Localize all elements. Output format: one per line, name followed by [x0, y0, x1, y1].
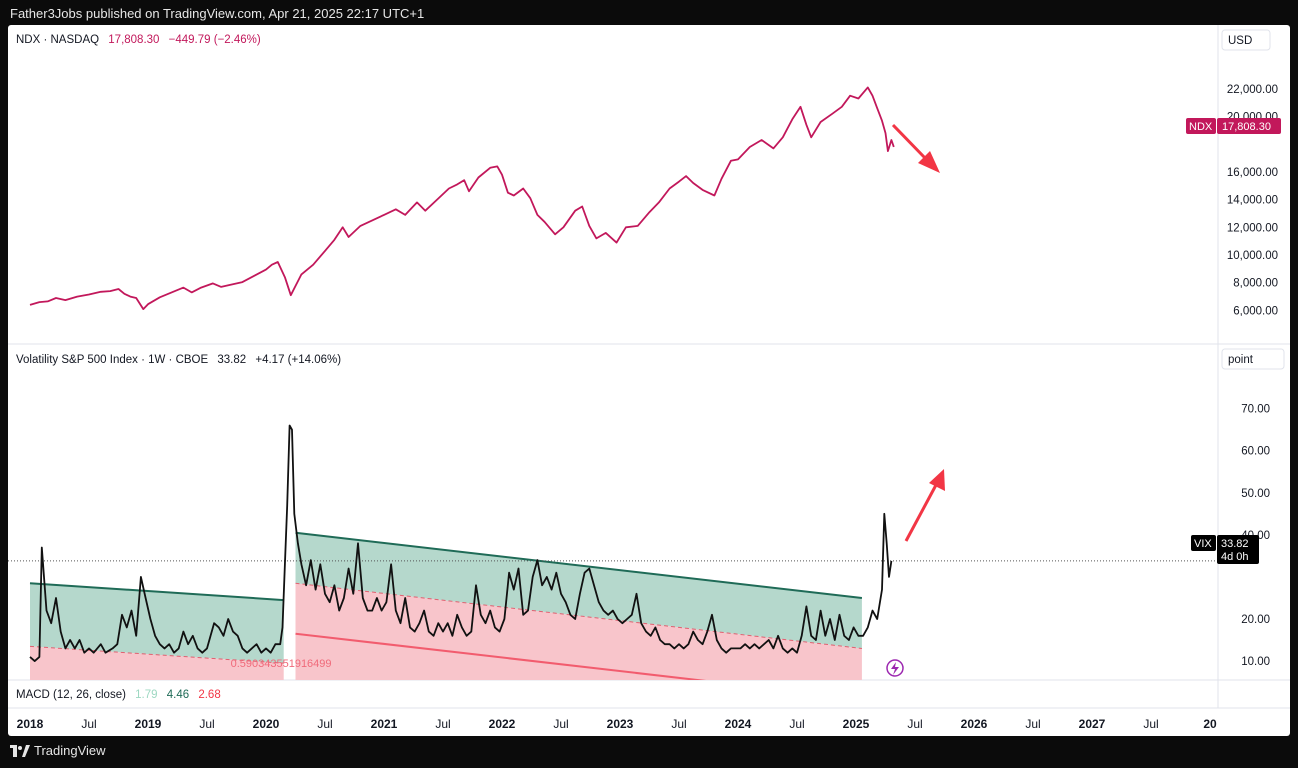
- ndx-last-price-tag: [1217, 118, 1281, 134]
- vix-legend[interactable]: Volatility S&P 500 Index · 1W · CBOE 33.…: [16, 354, 341, 366]
- macd-legend-title: MACD (12, 26, close): [16, 689, 126, 701]
- time-tick: Jul: [81, 717, 96, 731]
- macd-legend-v1: 1.79: [135, 689, 157, 701]
- channel-1-upper-fill: [295, 532, 862, 649]
- time-tick: 2025: [843, 717, 870, 731]
- ndx-y-tick: 10,000.00: [1227, 250, 1278, 262]
- time-tick: Jul: [317, 717, 332, 731]
- vix-channels: 0.590343551916499: [29, 531, 863, 699]
- time-tick: Jul: [789, 717, 804, 731]
- time-tick: Jul: [1143, 717, 1158, 731]
- chart-frame: NDX · NASDAQ 17,808.30 −449.79 (−2.46%) …: [8, 25, 1290, 736]
- vix-countdown: 4d 0h: [1221, 551, 1249, 563]
- channel-0-upper-fill: [30, 583, 284, 664]
- chart-svg[interactable]: NDX · NASDAQ 17,808.30 −449.79 (−2.46%) …: [8, 25, 1290, 736]
- time-tick: 2024: [725, 717, 752, 731]
- time-tick: Jul: [1025, 717, 1040, 731]
- ndx-y-tick: 6,000.00: [1233, 305, 1278, 317]
- ndx-legend[interactable]: NDX · NASDAQ 17,808.30 −449.79 (−2.46%): [16, 34, 261, 46]
- vix-y-tick: 70.00: [1241, 404, 1270, 416]
- vix-y-tick: 20.00: [1241, 614, 1270, 626]
- vix-last-symbol: VIX: [1194, 538, 1212, 550]
- macd-legend[interactable]: MACD (12, 26, close) 1.79 4.46 2.68: [16, 689, 221, 701]
- vix-series: [8, 424, 1218, 662]
- ndx-last-symbol-tag: [1186, 118, 1216, 134]
- ndx-line[interactable]: [29, 86, 895, 310]
- macd-legend-v2: 4.46: [167, 689, 189, 701]
- vix-last-symbol-tag: [1191, 535, 1216, 551]
- vix-line[interactable]: [29, 424, 893, 662]
- ndx-legend-symbol: NDX · NASDAQ: [16, 34, 99, 46]
- time-tick: Jul: [907, 717, 922, 731]
- time-tick: 2026: [961, 717, 988, 731]
- time-tick: Jul: [435, 717, 450, 731]
- time-tick: 20: [1203, 717, 1217, 731]
- vix-legend-price: 33.82: [217, 354, 246, 366]
- ndx-y-tick: 8,000.00: [1233, 278, 1278, 290]
- time-tick: Jul: [671, 717, 686, 731]
- channel-0-lower-fill: [30, 646, 284, 680]
- vix-legend-title: Volatility S&P 500 Index · 1W · CBOE: [16, 354, 209, 366]
- channel-1-lower-fill: [295, 583, 862, 680]
- time-tick: 2018: [17, 717, 44, 731]
- lightning-icon[interactable]: [886, 659, 904, 677]
- ndx-y-tick: 22,000.00: [1227, 84, 1278, 96]
- ndx-down-arrow[interactable]: [891, 123, 940, 173]
- channel-fib-label: 0.590343551916499: [231, 658, 332, 670]
- ndx-y-tick: 12,000.00: [1227, 222, 1278, 234]
- unit-label: point: [1228, 354, 1254, 366]
- tradingview-brand-label: TradingView: [34, 743, 106, 758]
- ndx-y-tick: 16,000.00: [1227, 167, 1278, 179]
- channel-0-mid-line[interactable]: [29, 645, 284, 664]
- ndx-legend-price: 17,808.30: [108, 34, 159, 46]
- time-tick: 2020: [253, 717, 280, 731]
- vix-y-tick: 60.00: [1241, 446, 1270, 458]
- channel-1-bottom-line[interactable]: [295, 632, 862, 699]
- tradingview-logo-icon: [10, 744, 30, 757]
- unit-button[interactable]: [1221, 348, 1285, 370]
- channel-0-top-line[interactable]: [29, 582, 284, 602]
- ndx-legend-change: −449.79 (−2.46%): [169, 34, 261, 46]
- vix-last-price: 33.82: [1221, 538, 1249, 550]
- ndx-last-symbol: NDX: [1189, 121, 1213, 133]
- time-tick: Jul: [553, 717, 568, 731]
- channel-1-top-line[interactable]: [295, 531, 863, 599]
- time-tick: Jul: [199, 717, 214, 731]
- time-tick: 2021: [371, 717, 398, 731]
- vix-last-price-tag: [1217, 535, 1259, 564]
- tradingview-brand[interactable]: TradingView: [10, 743, 106, 758]
- y-axes: 6,000.00 8,000.00 10,000.00 12,000.00 14,000…: [1227, 84, 1278, 668]
- ndx-series: [29, 86, 895, 310]
- ndx-y-tick: 14,000.00: [1227, 195, 1278, 207]
- vix-y-tick: 50.00: [1241, 488, 1270, 500]
- ndx-last-price: 17,808.30: [1222, 121, 1271, 133]
- time-tick: 2023: [607, 717, 634, 731]
- time-tick: 2019: [135, 717, 162, 731]
- time-tick: 2022: [489, 717, 516, 731]
- macd-legend-v3: 2.68: [198, 689, 220, 701]
- currency-label: USD: [1228, 35, 1252, 47]
- vix-y-tick: 10.00: [1241, 656, 1270, 668]
- publisher-line: Father3Jobs published on TradingView.com…: [10, 6, 425, 21]
- time-tick: 2027: [1079, 717, 1106, 731]
- vix-legend-change: +4.17 (+14.06%): [255, 354, 341, 366]
- time-axis: 2018 Jul 2019 Jul 2020 Jul 2021 Jul 2022 Jul 2023 J…: [17, 717, 1217, 731]
- vix-up-arrow[interactable]: [904, 469, 945, 542]
- currency-button[interactable]: [1221, 29, 1271, 51]
